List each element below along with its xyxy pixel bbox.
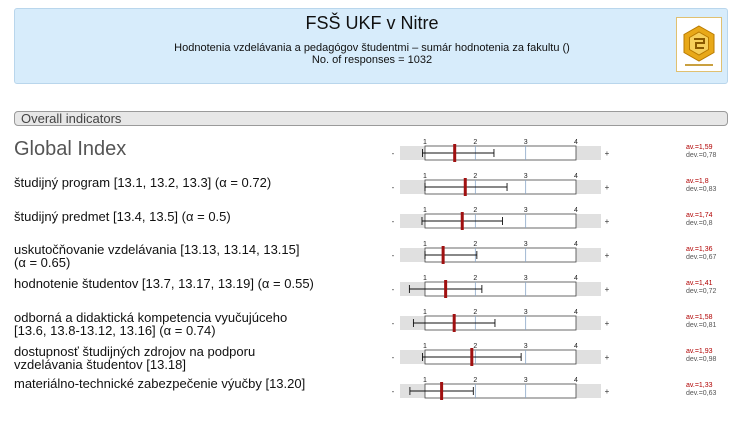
average-value: av.=1,41 xyxy=(686,280,713,287)
mean-marker xyxy=(444,280,448,298)
logo-emblem-icon xyxy=(683,25,715,66)
stat-values: av.=1,59 dev.=0,78 xyxy=(686,144,716,160)
tick-label: 1 xyxy=(423,173,427,180)
tick-label: 4 xyxy=(574,343,578,350)
tick-label: 4 xyxy=(574,275,578,282)
tick-label: 3 xyxy=(524,139,528,146)
tick-label: 1 xyxy=(423,343,427,350)
responses-count: No. of responses = 1032 xyxy=(311,54,433,66)
tick-label: 1 xyxy=(423,275,427,282)
average-value: av.=1,8 xyxy=(686,178,709,185)
mean-marker xyxy=(470,348,474,366)
tick-label: 1 xyxy=(423,309,427,316)
average-value: av.=1,59 xyxy=(686,144,713,151)
mean-marker xyxy=(460,212,464,230)
stat-values: av.=1,36 dev.=0,67 xyxy=(686,246,716,262)
tick-label: 4 xyxy=(574,241,578,248)
page-title: FSŠ UKF v Nitre xyxy=(305,13,439,33)
page-subtitle: Hodnotenia vzdelávania a pedagógov štude… xyxy=(15,42,729,66)
tick-label: 4 xyxy=(574,139,578,146)
scale-minus: - xyxy=(392,183,395,192)
deviation-value: dev.=0,83 xyxy=(686,186,717,193)
scale-plus: + xyxy=(605,217,610,226)
scale-plus: + xyxy=(605,149,610,158)
indicator-label: hodnotenie študentov [13.7, 13.17, 13.19… xyxy=(14,276,314,291)
tick-label: 4 xyxy=(574,377,578,384)
stat-values: av.=1,33 dev.=0,63 xyxy=(686,382,716,398)
deviation-value: dev.=0,8 xyxy=(686,220,713,227)
average-value: av.=1,58 xyxy=(686,314,713,321)
header-panel: FSŠ UKF v Nitre Hodnotenia vzdelávania a… xyxy=(14,8,728,84)
tick-label: 2 xyxy=(473,377,477,384)
scale-plus: + xyxy=(605,251,610,260)
stat-values: av.=1,58 dev.=0,81 xyxy=(686,314,716,330)
tick-label: 3 xyxy=(524,275,528,282)
scale-minus: - xyxy=(392,251,395,260)
deviation-value: dev.=0,72 xyxy=(686,288,717,295)
tick-label: 3 xyxy=(524,309,528,316)
tick-label: 3 xyxy=(524,173,528,180)
stat-values: av.=1,93 dev.=0,98 xyxy=(686,348,716,364)
indicator-label: odborná a didaktická kompetencia vyučujú… xyxy=(14,310,288,338)
faculty-logo xyxy=(676,17,722,72)
scale-minus: - xyxy=(392,217,395,226)
section-overall-indicators: Overall indicators xyxy=(14,111,728,126)
scale-plus: + xyxy=(605,183,610,192)
tick-label: 3 xyxy=(524,241,528,248)
deviation-value: dev.=0,81 xyxy=(686,322,717,329)
tick-label: 2 xyxy=(473,309,477,316)
tick-label: 4 xyxy=(574,207,578,214)
deviation-value: dev.=0,78 xyxy=(686,152,717,159)
scale-minus: - xyxy=(392,319,395,328)
stat-values: av.=1,41 dev.=0,72 xyxy=(686,280,716,296)
deviation-value: dev.=0,67 xyxy=(686,254,717,261)
scale-minus: - xyxy=(392,285,395,294)
scale-plus: + xyxy=(605,285,610,294)
indicator-label: dostupnosť študijných zdrojov na podporu… xyxy=(14,344,256,372)
tick-label: 4 xyxy=(574,309,578,316)
subtitle-text: Hodnotenia vzdelávania a pedagógov štude… xyxy=(174,42,570,54)
average-value: av.=1,93 xyxy=(686,348,713,355)
tick-label: 3 xyxy=(524,207,528,214)
tick-label: 1 xyxy=(423,241,427,248)
scale-plus: + xyxy=(605,387,610,396)
scale-minus: - xyxy=(392,387,395,396)
average-value: av.=1,74 xyxy=(686,212,713,219)
mean-marker xyxy=(453,144,457,162)
tick-label: 3 xyxy=(524,343,528,350)
scale-plus: + xyxy=(605,319,610,328)
mean-marker xyxy=(463,178,467,196)
stat-values: av.=1,74 dev.=0,8 xyxy=(686,212,713,228)
tick-label: 2 xyxy=(473,343,477,350)
tick-label: 2 xyxy=(473,173,477,180)
tick-label: 2 xyxy=(473,139,477,146)
scale-minus: - xyxy=(392,149,395,158)
indicator-label: uskutočňovanie vzdelávania [13.13, 13.14… xyxy=(14,242,300,270)
tick-label: 3 xyxy=(524,377,528,384)
indicator-label: materiálno-technické zabezpečenie výučby… xyxy=(14,376,306,391)
tick-label: 2 xyxy=(473,275,477,282)
deviation-value: dev.=0,63 xyxy=(686,390,717,397)
tick-label: 1 xyxy=(423,139,427,146)
scale-plus: + xyxy=(605,353,610,362)
deviation-value: dev.=0,98 xyxy=(686,356,717,363)
tick-label: 2 xyxy=(473,241,477,248)
scale-minus: - xyxy=(392,353,395,362)
tick-label: 1 xyxy=(423,377,427,384)
mean-marker xyxy=(440,382,444,400)
indicator-label: Global Index xyxy=(14,138,127,160)
indicator-label: študijný predmet [13.4, 13.5] (α = 0.5) xyxy=(14,209,231,224)
indicator-label: študijný program [13.1, 13.2, 13.3] (α =… xyxy=(14,175,272,190)
tick-label: 4 xyxy=(574,173,578,180)
tick-label: 1 xyxy=(423,207,427,214)
stat-values: av.=1,8 dev.=0,83 xyxy=(686,178,716,194)
mean-marker xyxy=(441,246,445,264)
tick-label: 2 xyxy=(473,207,477,214)
mean-marker xyxy=(452,314,456,332)
average-value: av.=1,36 xyxy=(686,246,713,253)
average-value: av.=1,33 xyxy=(686,382,713,389)
